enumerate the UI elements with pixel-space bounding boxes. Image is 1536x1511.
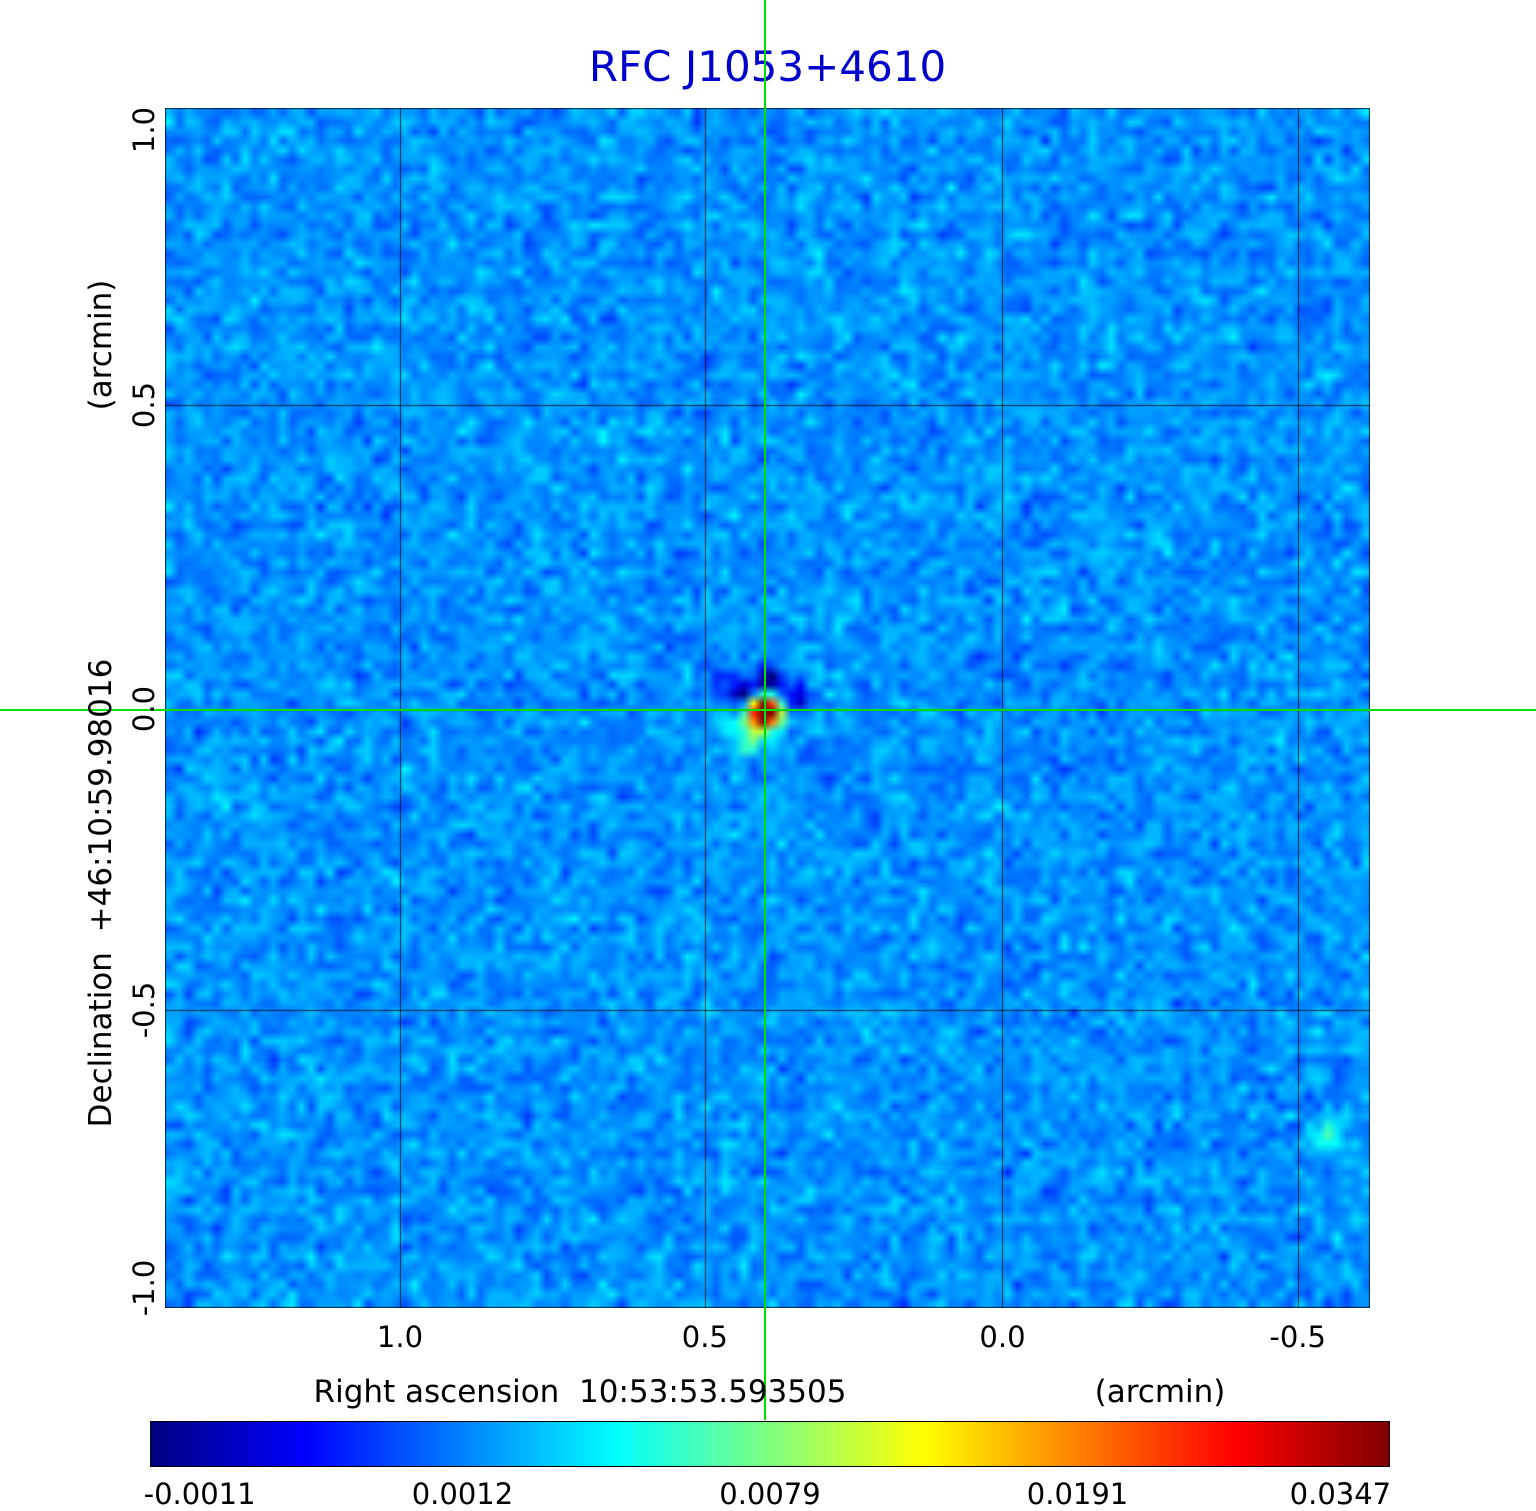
colorbar-tick-label: 0.0191 bbox=[1026, 1477, 1129, 1511]
colorbar bbox=[150, 1421, 1390, 1467]
y-tick-label: 1.0 bbox=[127, 106, 161, 153]
colorbar-tick-label: 0.0347 bbox=[1289, 1477, 1392, 1511]
x-tick-label: -0.5 bbox=[1269, 1320, 1326, 1354]
y-tick-label: -1.0 bbox=[127, 1259, 161, 1316]
y-axis-label: Declination +46:10:59.98016 bbox=[83, 658, 119, 1128]
x-tick-label: 0.0 bbox=[979, 1320, 1026, 1354]
y-tick-label: 0.5 bbox=[127, 381, 161, 429]
x-axis-unit-label: (arcmin) bbox=[1094, 1374, 1226, 1410]
x-tick-label: 0.5 bbox=[681, 1320, 728, 1354]
heatmap-canvas bbox=[165, 108, 1370, 1308]
x-axis-label: Right ascension 10:53:53.593505 bbox=[313, 1374, 847, 1410]
figure-title: RFC J1053+4610 bbox=[588, 42, 947, 91]
y-tick-label: 0.0 bbox=[127, 686, 161, 733]
colorbar-tick-label: -0.0011 bbox=[143, 1477, 256, 1511]
colorbar-tick-label: 0.0079 bbox=[719, 1477, 821, 1511]
colorbar-tick-label: 0.0012 bbox=[411, 1477, 514, 1511]
y-tick-label: -0.5 bbox=[127, 981, 161, 1039]
y-axis-unit-label: (arcmin) bbox=[83, 279, 119, 411]
x-tick-label: 1.0 bbox=[376, 1320, 424, 1354]
